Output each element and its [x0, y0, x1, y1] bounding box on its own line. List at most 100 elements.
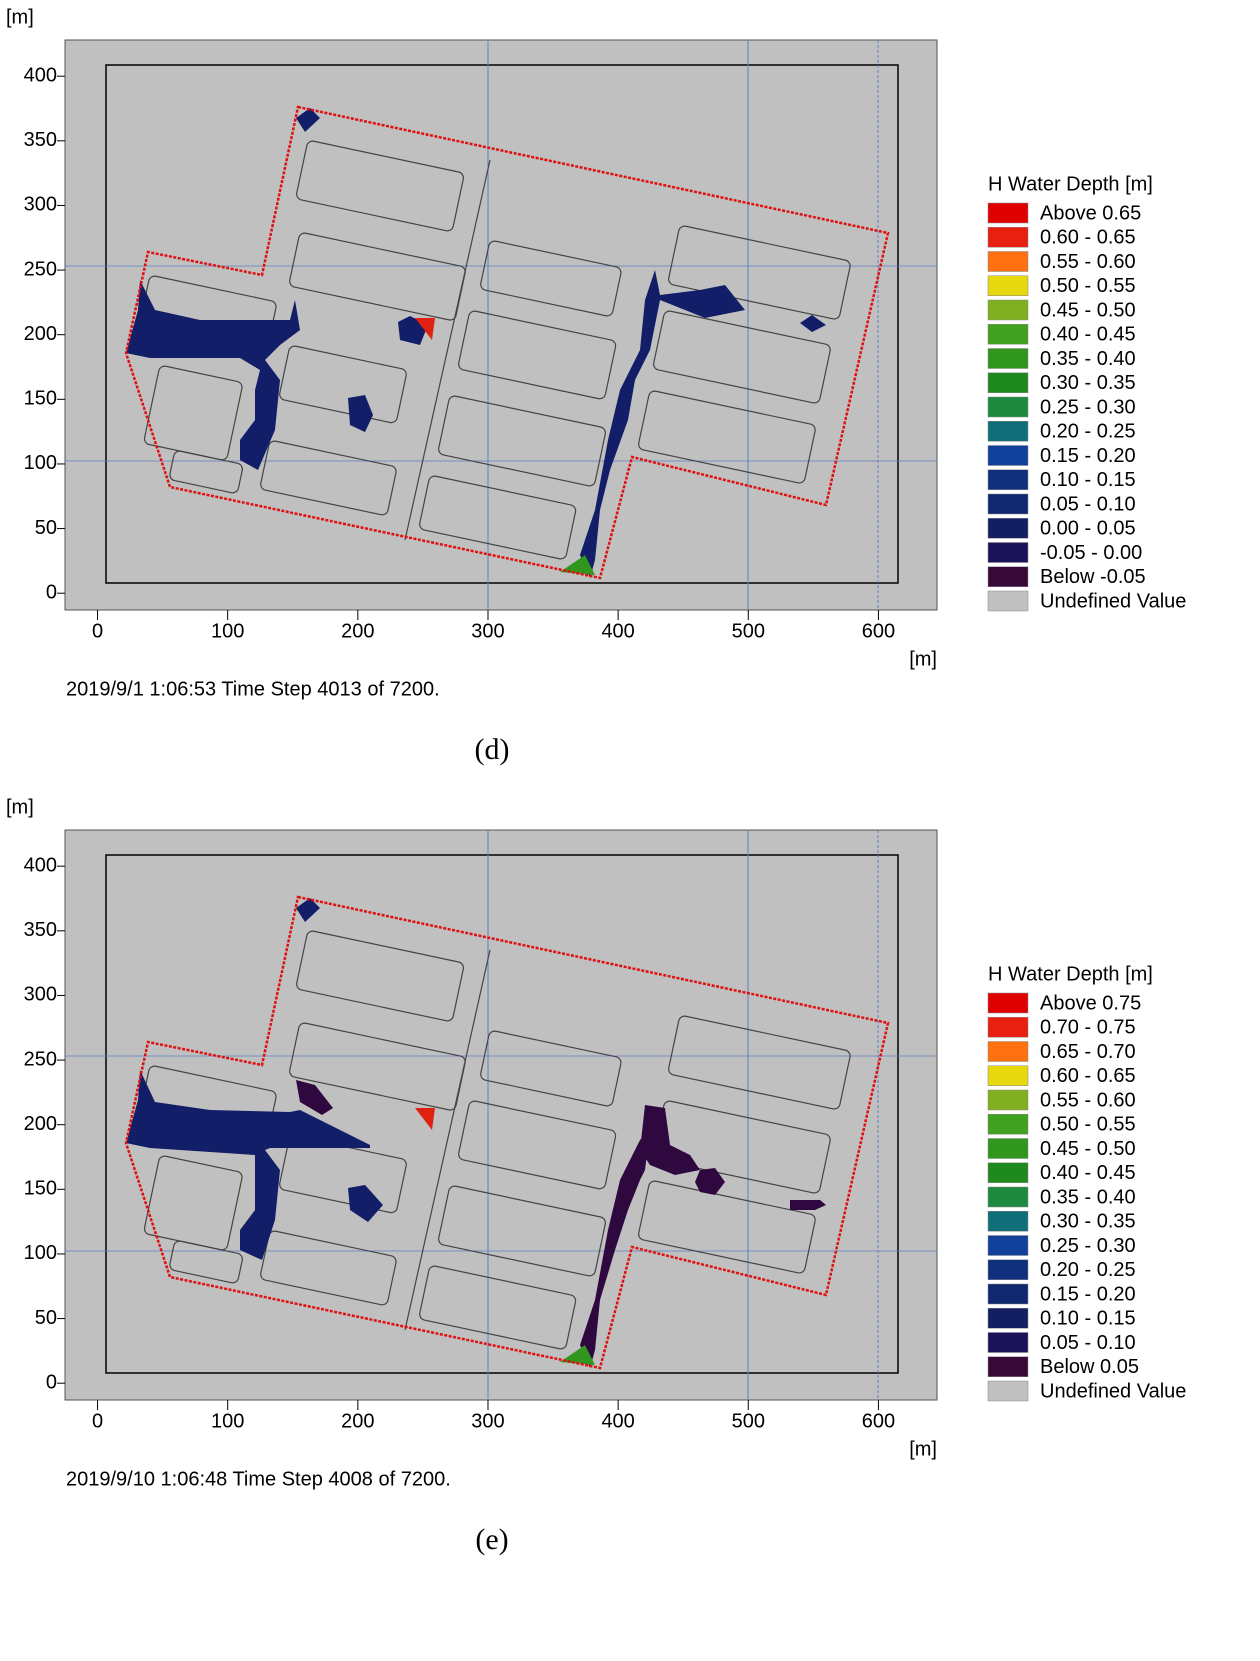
legend-title: H Water Depth [m] — [988, 963, 1153, 985]
legend-label: 0.30 - 0.35 — [1040, 372, 1136, 394]
flooded-area — [790, 1200, 826, 1210]
caption: 2019/9/10 1:06:48 Time Step 4008 of 7200… — [66, 1468, 451, 1490]
y-axis-label: [m] — [6, 796, 34, 818]
legend-label: 0.45 - 0.50 — [1040, 1138, 1136, 1160]
y-tick-label: 300 — [24, 194, 57, 216]
legend-swatch — [987, 1211, 1029, 1232]
legend-label: 0.00 - 0.05 — [1040, 518, 1136, 540]
legend-label: 0.15 - 0.20 — [1040, 1283, 1136, 1305]
legend-swatch — [987, 227, 1029, 248]
flooded-area — [296, 1080, 333, 1115]
legend-label: 0.25 - 0.30 — [1040, 1235, 1136, 1257]
y-tick-label: 150 — [24, 388, 57, 410]
legend-swatch — [987, 1041, 1029, 1062]
legend-swatch — [987, 1114, 1029, 1135]
y-tick-label: 250 — [24, 258, 57, 280]
legend-swatch — [987, 1259, 1029, 1280]
catchment-boundary — [124, 895, 890, 1370]
legend-swatch — [987, 1065, 1029, 1086]
x-tick-label: 400 — [601, 1410, 634, 1432]
legend-label: 0.60 - 0.65 — [1040, 1065, 1136, 1087]
building — [260, 440, 397, 516]
model-domain — [105, 854, 899, 1374]
legend-label: Above 0.75 — [1040, 992, 1141, 1014]
legend-swatch — [987, 469, 1029, 490]
panel-label: (d) — [475, 733, 510, 766]
legend-swatch — [987, 251, 1029, 272]
building — [296, 930, 464, 1022]
legend-swatch — [987, 299, 1029, 321]
y-tick-label: 0 — [46, 581, 57, 603]
legend-label: 0.50 - 0.55 — [1040, 275, 1136, 297]
legend-swatch — [987, 396, 1029, 418]
hotspot — [415, 318, 435, 340]
y-tick-label: 100 — [24, 452, 57, 474]
legend-label: 0.55 - 0.60 — [1040, 251, 1136, 273]
building — [438, 1185, 606, 1277]
hotspot — [560, 555, 595, 575]
x-tick-label: 0 — [92, 1410, 103, 1432]
legend-swatch — [987, 348, 1029, 369]
flooded-area — [640, 1105, 700, 1175]
x-tick-label: 300 — [471, 1410, 504, 1432]
legend-label: 0.60 - 0.65 — [1040, 227, 1136, 249]
x-tick-label: 500 — [732, 620, 765, 642]
legend-label: 0.65 - 0.70 — [1040, 1041, 1136, 1063]
y-tick-label: 150 — [24, 1178, 57, 1200]
x-tick-label: 0 — [92, 620, 103, 642]
legend-label: 0.05 - 0.10 — [1040, 493, 1136, 515]
legend-label: 0.45 - 0.50 — [1040, 299, 1136, 321]
legend-label: 0.05 - 0.10 — [1040, 1332, 1136, 1354]
legend-swatch — [987, 372, 1029, 393]
map-panel: 0 100 200 300 400 500 600 0 50 100 150 200 250 300 350… — [6, 796, 1186, 1556]
legend-label: Below -0.05 — [1040, 566, 1146, 588]
catchment-boundary — [124, 105, 890, 580]
flooded-area — [695, 1168, 725, 1195]
legend-swatch — [987, 1017, 1029, 1038]
flooded-area — [126, 1070, 370, 1260]
legend-swatch — [987, 992, 1029, 1014]
legend-label: 0.15 - 0.20 — [1040, 445, 1136, 467]
flooded-area — [296, 898, 320, 922]
y-axis-label: [m] — [6, 6, 34, 28]
x-tick-label: 400 — [601, 620, 634, 642]
building — [169, 1240, 243, 1284]
legend-label: 0.10 - 0.15 — [1040, 469, 1136, 491]
y-tick-label: 350 — [24, 919, 57, 941]
map-panel: 0 100 200 300 400 500 600 0 50 100 150 200 250 300 350… — [6, 6, 1186, 766]
building — [419, 1265, 577, 1350]
building — [638, 390, 816, 484]
legend-swatch — [987, 1356, 1029, 1377]
building — [668, 1015, 851, 1110]
building — [480, 1030, 622, 1107]
building — [638, 1180, 816, 1274]
x-tick-label: 300 — [471, 620, 504, 642]
building — [458, 1100, 617, 1190]
y-tick-label: 350 — [24, 129, 57, 151]
y-tick-label: 0 — [46, 1371, 57, 1393]
building — [169, 450, 243, 494]
x-axis-label: [m] — [909, 648, 937, 670]
hotspot — [415, 1108, 435, 1130]
x-tick-label: 100 — [211, 1410, 244, 1432]
legend-label: 0.20 - 0.25 — [1040, 421, 1136, 443]
legend-swatch — [987, 1283, 1029, 1305]
legend-swatch — [987, 1235, 1029, 1256]
legend-title: H Water Depth [m] — [988, 173, 1153, 195]
hotspot — [560, 1345, 595, 1365]
y-tick-label: 250 — [24, 1048, 57, 1070]
legend-swatch — [987, 1380, 1029, 1402]
flooded-area — [580, 270, 745, 578]
x-tick-label: 600 — [862, 620, 895, 642]
legend-swatch — [987, 275, 1029, 296]
legend-label: 0.70 - 0.75 — [1040, 1017, 1136, 1039]
legend-label: 0.25 - 0.30 — [1040, 396, 1136, 418]
legend-swatch — [987, 1332, 1029, 1353]
building — [653, 310, 831, 404]
flooded-area — [126, 280, 300, 470]
building — [480, 240, 622, 317]
x-tick-label: 200 — [341, 1410, 374, 1432]
legend-swatch — [987, 1162, 1029, 1183]
x-tick-label: 100 — [211, 620, 244, 642]
